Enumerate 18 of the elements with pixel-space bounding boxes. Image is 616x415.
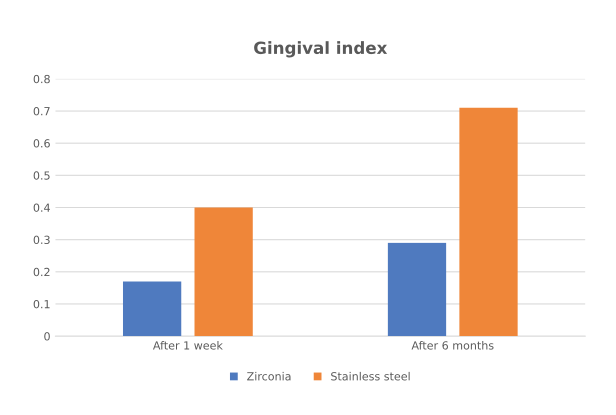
bar [122, 281, 182, 336]
y-tick-label: 0.4 [34, 203, 50, 212]
legend-label: Zirconia [247, 372, 290, 380]
y-tick-label: 0.3 [34, 236, 50, 244]
bar [388, 242, 446, 336]
x-tick-label: After 1 week [152, 341, 223, 350]
y-tick-label: 0 [44, 332, 50, 341]
x-tick-label: After 6 months [412, 341, 494, 350]
legend-label: Stainless steel [331, 372, 410, 380]
y-tick-label: 0.8 [34, 74, 50, 84]
bar [459, 108, 518, 336]
y-tick-label: 0.5 [34, 171, 50, 180]
y-tick-label: 0.2 [34, 268, 50, 276]
bar [194, 208, 253, 336]
y-tick-label: 0.7 [34, 106, 50, 116]
chart-title: Gingival index [254, 41, 388, 58]
y-tick-label: 0.6 [34, 139, 50, 148]
y-tick-label: 0.1 [34, 300, 50, 308]
